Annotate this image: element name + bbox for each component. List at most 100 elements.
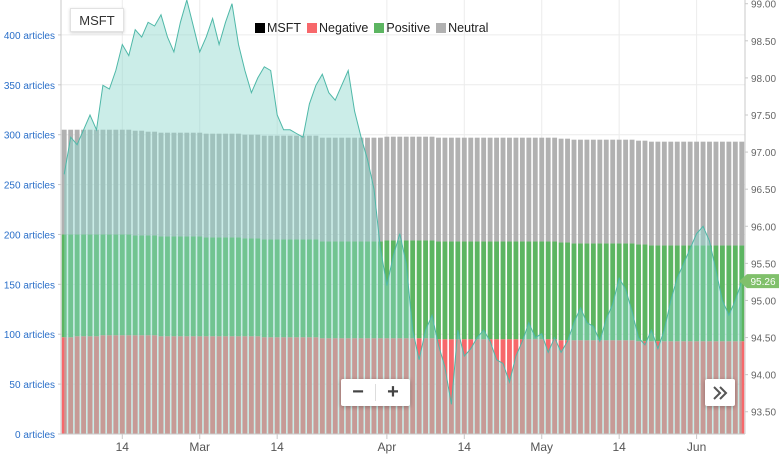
bar-positive [416,240,422,339]
ticker-button[interactable]: MSFT [70,8,124,32]
bar-negative [74,336,80,434]
bar-negative [642,341,648,434]
legend-item-neutral[interactable]: Neutral [436,21,488,35]
bar-positive [345,241,351,339]
bar-negative [300,337,306,434]
bar-positive [313,239,319,338]
bar-neutral [726,141,732,246]
bar-neutral [248,134,254,239]
bar-neutral [719,141,725,246]
bar-neutral [539,137,545,242]
bar-positive [87,234,93,337]
left-tick-label: 200 articles [4,230,55,241]
legend-swatch-positive [374,23,385,33]
bar-negative [481,339,487,434]
bar-positive [571,243,577,341]
bar-neutral [345,137,351,242]
bar-positive [339,241,345,339]
bar-neutral [126,129,132,235]
bar-neutral [268,135,274,240]
bar-positive [623,243,629,341]
legend-item-positive[interactable]: Positive [374,21,430,35]
bar-positive [739,245,745,342]
bar-neutral [242,134,248,239]
legend-item-msft[interactable]: MSFT [255,21,301,35]
bar-positive [403,240,409,339]
legend-label-positive: Positive [386,21,431,35]
bar-positive [519,241,525,340]
bar-positive [113,234,119,336]
bar-negative [248,336,254,434]
bar-negative [171,336,177,434]
zoom-out-button[interactable]: − [352,381,364,403]
bar-positive [629,243,635,341]
legend-item-negative[interactable]: Negative [307,21,368,35]
bar-positive [165,236,170,337]
bar-positive [681,245,687,342]
bar-neutral [287,135,293,240]
right-tick-label: 94.00 [751,371,776,382]
bar-negative [410,338,416,434]
bar-neutral [558,138,564,243]
bar-negative [565,340,570,434]
zoom-in-button[interactable]: + [387,381,399,403]
bar-negative [571,340,577,434]
bar-positive [558,242,564,341]
bar-neutral [500,137,506,242]
right-tick-label: 97.00 [751,148,776,159]
left-tick-label: 300 articles [4,131,55,142]
bar-negative [87,336,93,434]
bar-negative [319,338,325,434]
bar-neutral [642,140,648,245]
right-tick-label: 98.00 [751,74,776,85]
bar-negative [578,340,583,434]
bar-neutral [584,139,590,244]
bar-negative [442,339,448,434]
bar-negative [255,336,261,434]
right-tick-label: 98.50 [751,37,776,48]
bar-negative [545,339,551,434]
bar-negative [126,335,132,434]
bar-neutral [281,135,287,240]
legend-label-negative: Negative [319,21,369,35]
bar-neutral [694,141,700,246]
bar-positive [171,236,177,337]
bar-positive [429,240,435,339]
bar-neutral [203,133,209,238]
next-page-button[interactable] [705,379,735,406]
bar-neutral [384,136,390,241]
bar-positive [139,235,145,336]
bar-positive [390,240,396,339]
bar-negative [649,341,654,434]
legend-label-msft: MSFT [267,21,302,35]
bar-neutral [481,137,487,242]
bar-positive [106,234,112,336]
bar-positive [468,241,474,340]
bar-positive [687,245,693,342]
bar-positive [371,241,377,339]
bar-negative [429,338,435,434]
bar-positive [397,240,403,339]
bar-positive [513,241,519,340]
bar-negative [694,341,700,434]
bar-positive [442,241,448,340]
bar-neutral [87,129,93,235]
bar-positive [655,245,661,342]
bar-positive [190,236,196,337]
bar-positive [242,238,248,337]
bar-neutral [455,137,461,242]
bar-negative [177,336,183,434]
bar-neutral [545,137,551,242]
bar-negative [668,341,674,434]
bar-negative [100,335,106,434]
bar-positive [248,238,254,337]
bar-neutral [171,132,177,237]
bar-neutral [429,136,435,241]
bar-negative [68,337,74,434]
bar-positive [455,241,461,340]
x-tick-label: 14 [270,440,284,454]
bar-positive [307,239,312,338]
bar-negative [655,341,661,434]
bar-negative [519,339,525,434]
bar-negative [132,335,138,434]
